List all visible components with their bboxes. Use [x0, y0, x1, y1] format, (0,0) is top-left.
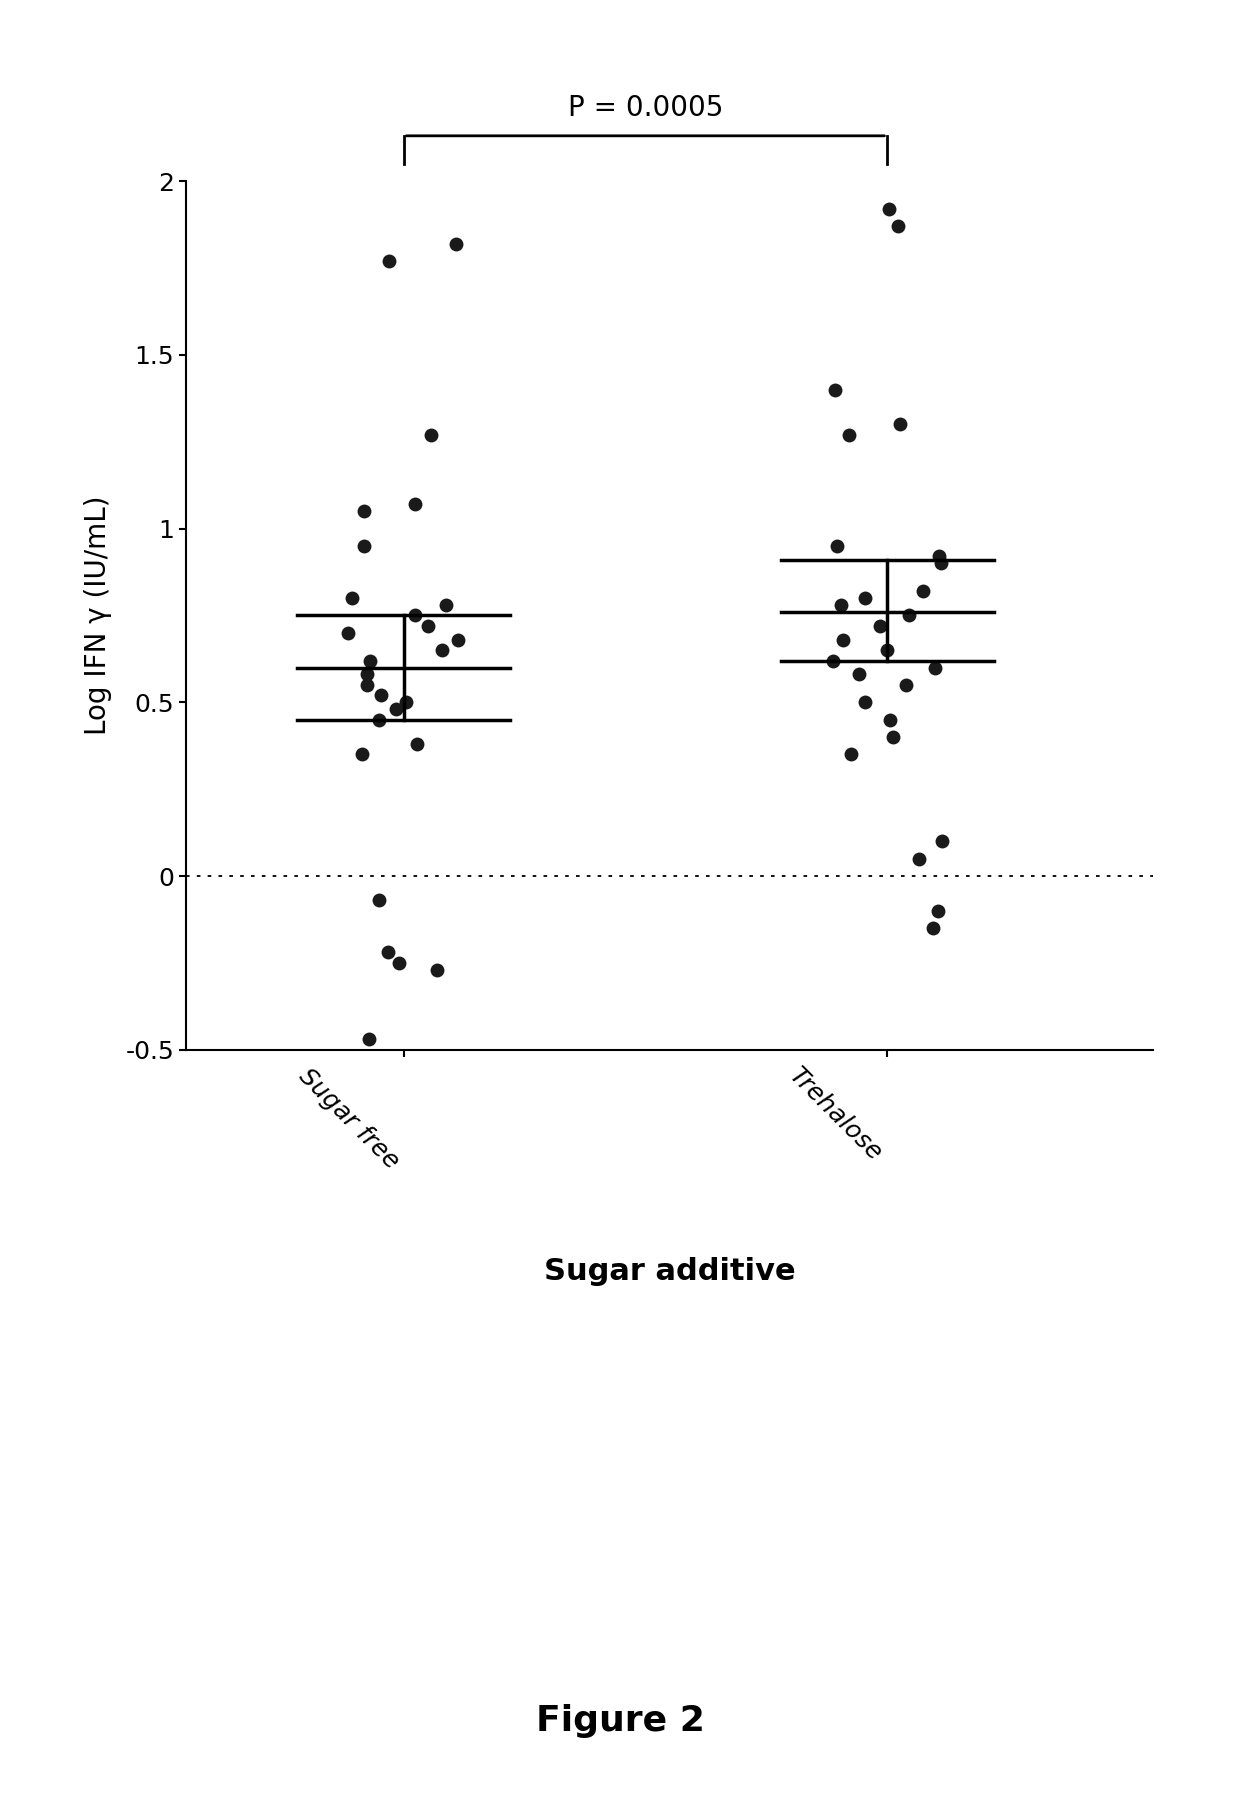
Point: [890, 409, 910, 438]
Point: [378, 938, 398, 967]
Point: [856, 688, 875, 717]
Point: [825, 375, 844, 404]
Point: [931, 548, 951, 577]
Point: [358, 1024, 378, 1053]
Point: [913, 577, 932, 606]
Point: [899, 601, 919, 630]
Point: [930, 541, 950, 570]
Point: [879, 706, 899, 735]
Point: [357, 670, 377, 699]
Point: [405, 601, 425, 630]
Point: [833, 624, 853, 653]
Point: [405, 491, 425, 519]
Point: [854, 583, 874, 612]
Point: [931, 827, 951, 856]
Point: [436, 590, 456, 619]
Point: [386, 695, 405, 724]
Point: [370, 885, 389, 914]
Point: [831, 590, 851, 619]
Y-axis label: Log IFN γ (IU/mL): Log IFN γ (IU/mL): [83, 496, 112, 735]
Point: [923, 914, 942, 943]
Point: [379, 246, 399, 275]
Point: [427, 956, 446, 985]
Text: P = 0.0005: P = 0.0005: [568, 94, 723, 121]
Point: [883, 722, 903, 751]
Point: [879, 194, 899, 223]
Point: [823, 646, 843, 675]
Point: [841, 740, 861, 769]
Point: [897, 670, 916, 699]
Point: [342, 583, 362, 612]
Point: [827, 532, 847, 561]
Point: [925, 653, 945, 682]
Point: [353, 496, 373, 525]
Point: [929, 896, 949, 925]
Point: [339, 619, 358, 648]
X-axis label: Sugar additive: Sugar additive: [544, 1256, 795, 1285]
Point: [446, 230, 466, 259]
Point: [420, 420, 440, 449]
Point: [361, 646, 381, 675]
Point: [407, 729, 427, 758]
Point: [418, 612, 438, 641]
Point: [388, 948, 408, 977]
Point: [353, 532, 373, 561]
Point: [849, 661, 869, 690]
Point: [397, 688, 417, 717]
Point: [370, 706, 389, 735]
Point: [448, 624, 467, 653]
Point: [433, 635, 453, 664]
Text: Figure 2: Figure 2: [536, 1703, 704, 1738]
Point: [371, 681, 391, 710]
Point: [870, 612, 890, 641]
Point: [909, 843, 929, 872]
Point: [839, 420, 859, 449]
Point: [888, 212, 908, 241]
Point: [357, 661, 377, 690]
Point: [352, 740, 372, 769]
Point: [877, 635, 897, 664]
